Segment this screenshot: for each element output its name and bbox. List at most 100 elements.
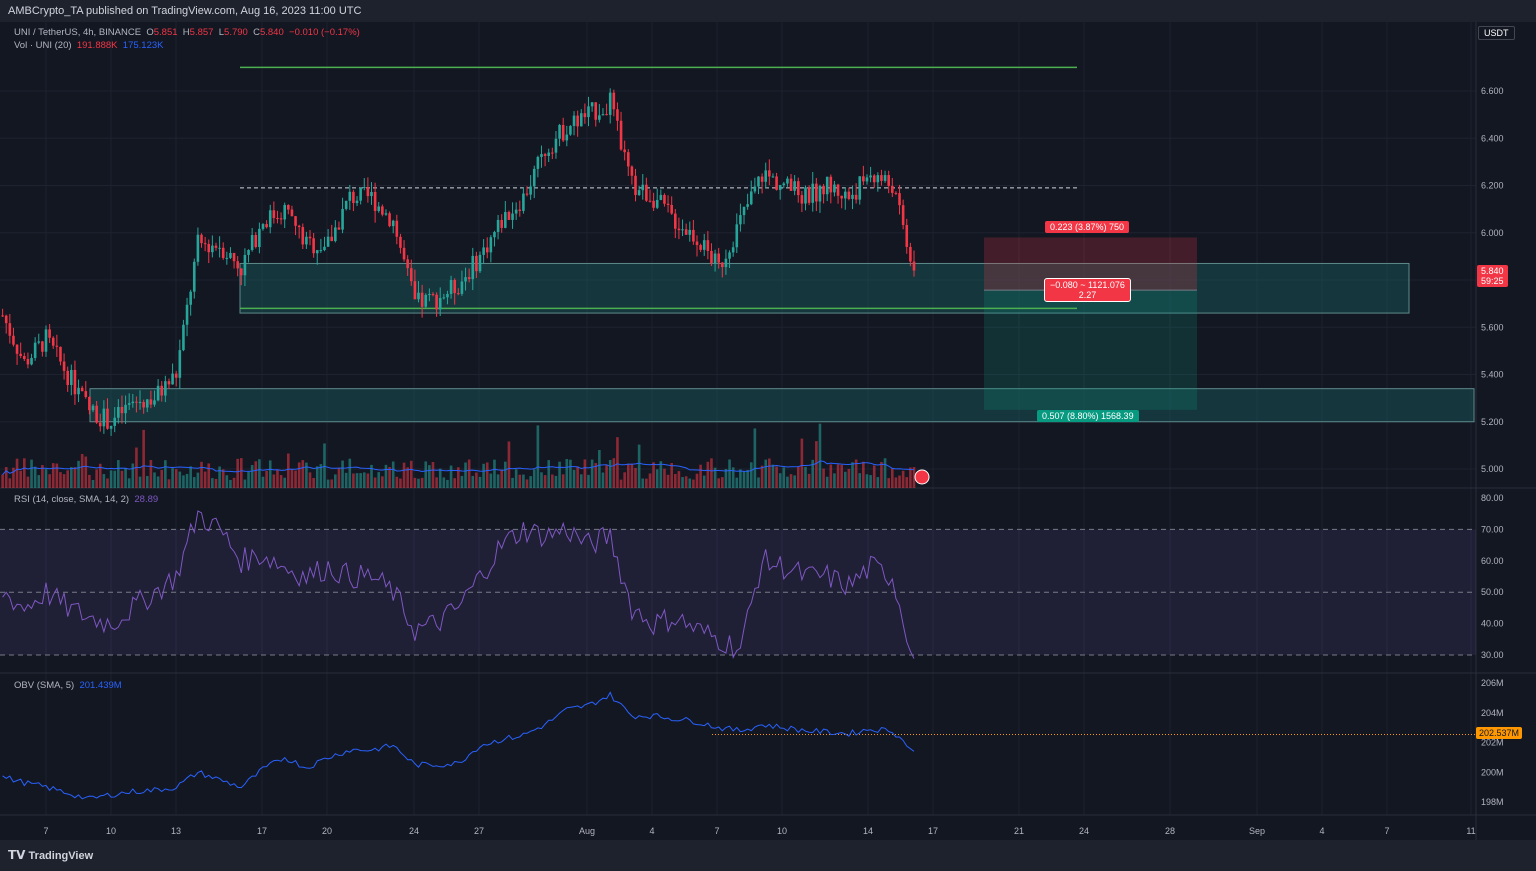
volume-bar [652,462,655,488]
volume-bar [178,471,182,488]
candle-body [655,199,659,208]
volume-bar [554,475,558,488]
candle-body [192,261,196,292]
candle-body [247,249,250,255]
candle-body [616,109,619,121]
candle-body [547,152,551,156]
entry-label-line1: −0.080 ~ 1121.076 [1050,280,1125,290]
candle-body [858,176,862,200]
chart-svg[interactable]: 6.600 6.400 6.200 6.000 5.600 5.400 5.200 5.000… [0,22,1536,840]
volume-bar [623,472,626,488]
candle-body [641,184,645,191]
candle-body [518,209,522,211]
candle-body [1,315,4,317]
candle-body [438,298,442,310]
candle-body [384,213,388,215]
volume-bar [428,465,431,488]
candle-body [869,175,872,178]
time-tick-label: 11 [1466,826,1475,836]
candle-body [153,400,156,405]
candle-body [73,369,77,395]
volume-bar [728,459,731,488]
price-tick-label: 6.400 [1481,133,1504,143]
candle-body [240,268,243,276]
volume-bar [847,468,851,488]
candle-body [818,185,822,202]
candle-body [862,176,865,182]
obv-tick-label: 200M [1481,767,1504,777]
volume-bar [865,474,869,488]
close-value: 5.840 [259,27,284,38]
volume-bar [905,477,909,488]
candle-body [442,297,446,299]
candle-body [88,396,91,411]
volume-bar [775,466,778,488]
candle-body [891,185,894,193]
candle-body [865,177,869,182]
candle-body [695,241,699,246]
volume-bar [681,477,684,488]
candle-body [612,92,616,110]
candle-body [674,213,677,229]
candle-body [471,255,475,280]
volume-bar [529,476,532,488]
volume-bar [858,473,862,488]
rsi-tick-label: 40.00 [1481,619,1504,629]
volume-bar [438,468,442,488]
volume-bar [160,470,164,488]
volume-bar [88,474,91,488]
candle-body [113,417,117,426]
candle-body [261,224,265,229]
price-tick-label: 6.600 [1481,86,1504,96]
volume-bar [634,467,637,488]
volume-bar [250,465,254,488]
candle-body [399,236,402,248]
volume-bar [171,468,174,488]
candle-body [847,191,851,199]
volume-bar [749,462,753,488]
volume-bar [359,473,362,488]
volume-bar [677,471,681,488]
volume-bar [757,477,760,488]
volume-bar [355,473,359,488]
volume-bar [446,479,449,488]
volume-bar [189,466,192,488]
volume-bar [73,467,77,488]
currency-badge[interactable]: USDT [1478,26,1515,40]
chart-area[interactable]: 6.600 6.400 6.200 6.000 5.600 5.400 5.200 5.000… [0,22,1536,840]
footer-brand: TradingView [28,850,94,862]
entry-label-line2: 2.27 [1078,290,1097,300]
volume-bar [453,478,456,488]
volume-bar [120,470,124,488]
volume-bar [670,462,673,488]
volume-bar [138,476,142,488]
volume-bar [655,469,659,488]
candle-body [341,208,344,230]
candle-body [370,191,373,197]
volume-bar [236,458,239,488]
volume-bar [26,476,30,488]
candle-body [829,176,833,193]
candle-body [381,206,384,215]
volume-bar [478,476,482,488]
volume-bar [648,473,652,488]
volume-bar [829,464,833,488]
volume-bar [91,479,95,488]
candle-body [464,277,467,282]
volume-value: 191.888K [76,40,118,51]
candle-body [684,229,688,235]
time-tick-label: 17 [257,826,267,836]
candle-body [402,247,406,260]
volume-bar [424,461,428,488]
candles [1,88,916,436]
candle-body [70,369,73,385]
candle-body [15,344,19,354]
volume-bar [822,468,825,488]
candle-body [189,291,192,305]
volume-bar [373,477,377,488]
time-tick-label: 4 [1319,826,1324,836]
candle-body [413,281,417,300]
candle-body [156,385,160,401]
entry-label[interactable]: −0.080 ~ 1121.076 2.27 [1044,278,1131,302]
candle-body [265,224,268,228]
